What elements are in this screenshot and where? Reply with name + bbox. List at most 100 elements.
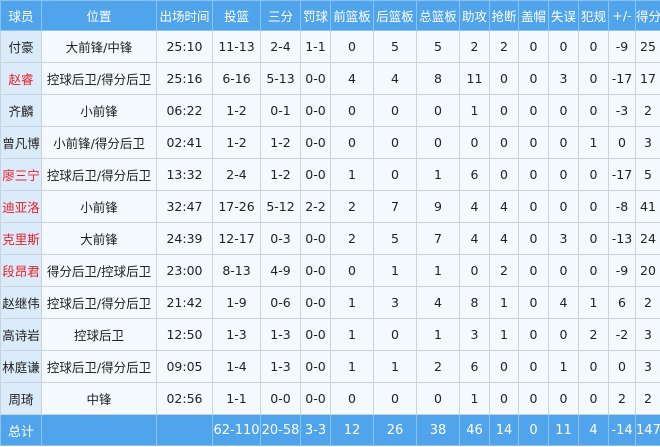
stat-cell: 5-13 xyxy=(260,62,301,95)
totals-cell: 3-3 xyxy=(300,414,331,446)
totals-cell: 11 xyxy=(548,414,579,446)
stat-cell: 4 xyxy=(548,286,579,319)
stat-cell: 0 xyxy=(330,382,374,415)
stat-cell: 0 xyxy=(489,158,519,191)
player-name[interactable]: 段昂君 xyxy=(0,254,42,287)
stat-cell: 12:50 xyxy=(156,318,213,351)
stat-cell: 1-1 xyxy=(300,30,331,63)
stat-cell: 0 xyxy=(330,94,374,127)
stat-cell: 0 xyxy=(578,94,609,127)
stat-cell: 0 xyxy=(518,318,549,351)
stat-cell: 2 xyxy=(330,222,374,255)
stat-cell: 控球后卫 xyxy=(41,318,157,351)
player-name[interactable]: 曾凡博 xyxy=(0,126,42,159)
stat-cell: 5 xyxy=(373,222,417,255)
stat-cell: 0 xyxy=(518,158,549,191)
stat-cell: 控球后卫/得分后卫 xyxy=(41,158,157,191)
column-header[interactable]: 后篮板 xyxy=(373,0,417,31)
stat-cell: 8-13 xyxy=(212,254,261,287)
stat-cell: 2 xyxy=(608,382,636,415)
stat-cell: 09:05 xyxy=(156,350,213,383)
column-header[interactable]: 投篮 xyxy=(212,0,261,31)
stat-cell: 2 xyxy=(489,254,519,287)
player-name[interactable]: 齐麟 xyxy=(0,94,42,127)
column-header[interactable]: 总篮板 xyxy=(416,0,460,31)
stat-cell: 2 xyxy=(635,382,660,415)
column-header[interactable]: 罚球 xyxy=(300,0,331,31)
totals-cell: 38 xyxy=(416,414,460,446)
stat-cell: 0-0 xyxy=(300,254,331,287)
column-header[interactable]: 前篮板 xyxy=(330,0,374,31)
stat-cell: 0 xyxy=(373,318,417,351)
stat-cell: 1-2 xyxy=(212,94,261,127)
column-header[interactable]: 抢断 xyxy=(489,0,519,31)
player-name[interactable]: 付豪 xyxy=(0,30,42,63)
totals-cell: 20-58 xyxy=(260,414,301,446)
stat-cell: 17 xyxy=(635,62,660,95)
stat-cell: 1-3 xyxy=(212,318,261,351)
player-row: 齐麟 小前锋 06:22 1-2 0-1 0-0 0 0 0 1 0 0 0 0 -3 2 xyxy=(0,94,660,127)
player-name[interactable]: 廖三宁 xyxy=(0,158,42,191)
stat-cell: 0 xyxy=(608,350,636,383)
stat-cell: 0 xyxy=(578,254,609,287)
stat-cell: 0-0 xyxy=(300,126,331,159)
totals-cell xyxy=(41,414,157,446)
player-name[interactable]: 克里斯 xyxy=(0,222,42,255)
column-header[interactable]: 球员 xyxy=(0,0,42,31)
stat-cell: 0 xyxy=(578,62,609,95)
column-header[interactable]: 得分 xyxy=(635,0,660,31)
stat-cell: 0 xyxy=(548,382,579,415)
stat-cell: 20 xyxy=(635,254,660,287)
stat-cell: 2 xyxy=(635,94,660,127)
stat-cell: 2 xyxy=(635,286,660,319)
column-header[interactable]: 三分 xyxy=(260,0,301,31)
stat-cell: 小前锋 xyxy=(41,94,157,127)
stat-cell: 0-0 xyxy=(300,382,331,415)
stat-cell: 21:42 xyxy=(156,286,213,319)
player-name[interactable]: 赵继伟 xyxy=(0,286,42,319)
stat-cell: 0 xyxy=(518,126,549,159)
player-name[interactable]: 林庭谦 xyxy=(0,350,42,383)
stat-cell: 0 xyxy=(373,94,417,127)
totals-cell: 46 xyxy=(459,414,490,446)
stat-cell: 41 xyxy=(635,190,660,223)
player-name[interactable]: 迪亚洛 xyxy=(0,190,42,223)
stat-cell: 06:22 xyxy=(156,94,213,127)
stat-cell: 1 xyxy=(459,94,490,127)
stat-cell: -2 xyxy=(608,318,636,351)
stat-cell: 5 xyxy=(635,158,660,191)
column-header[interactable]: +/- xyxy=(608,0,636,31)
player-row: 赵睿 控球后卫/得分后卫 25:16 6-16 5-13 0-0 4 4 8 11 0 0 3 0 -17 1… xyxy=(0,62,660,95)
stat-cell: 0-1 xyxy=(260,94,301,127)
stat-cell: 0 xyxy=(548,318,579,351)
stat-cell: 得分后卫/控球后卫 xyxy=(41,254,157,287)
stat-cell: 0 xyxy=(578,158,609,191)
stat-cell: 4 xyxy=(489,190,519,223)
column-header[interactable]: 位置 xyxy=(41,0,157,31)
stat-cell: -13 xyxy=(608,222,636,255)
stat-cell: 1 xyxy=(373,254,417,287)
stat-cell: 1-2 xyxy=(212,126,261,159)
stat-cell: 7 xyxy=(416,222,460,255)
column-header[interactable]: 失误 xyxy=(548,0,579,31)
stat-cell: 2 xyxy=(416,350,460,383)
stat-cell: 0 xyxy=(578,190,609,223)
stat-cell: -9 xyxy=(608,30,636,63)
stat-cell: 1 xyxy=(416,158,460,191)
player-name[interactable]: 高诗岩 xyxy=(0,318,42,351)
player-row: 迪亚洛 小前锋 32:47 17-26 5-12 2-2 2 7 9 4 4 0 0 0 -8 41 xyxy=(0,190,660,223)
player-name[interactable]: 周琦 xyxy=(0,382,42,415)
player-name[interactable]: 赵睿 xyxy=(0,62,42,95)
player-row: 廖三宁 控球后卫/得分后卫 13:32 2-4 1-2 0-0 1 0 1 6 0 0 0 0 -17 5 xyxy=(0,158,660,191)
column-header[interactable]: 出场时间 xyxy=(156,0,213,31)
column-header[interactable]: 盖帽 xyxy=(518,0,549,31)
stat-cell: 2 xyxy=(489,30,519,63)
player-row: 段昂君 得分后卫/控球后卫 23:00 8-13 4-9 0-0 0 1 1 0 2 0 0 0 -9 20 xyxy=(0,254,660,287)
column-header[interactable]: 助攻 xyxy=(459,0,490,31)
stat-cell: 1-9 xyxy=(212,286,261,319)
stat-cell: 0-0 xyxy=(300,94,331,127)
column-header[interactable]: 犯规 xyxy=(578,0,609,31)
stat-cell: 0-0 xyxy=(300,222,331,255)
stat-cell: 0 xyxy=(416,382,460,415)
